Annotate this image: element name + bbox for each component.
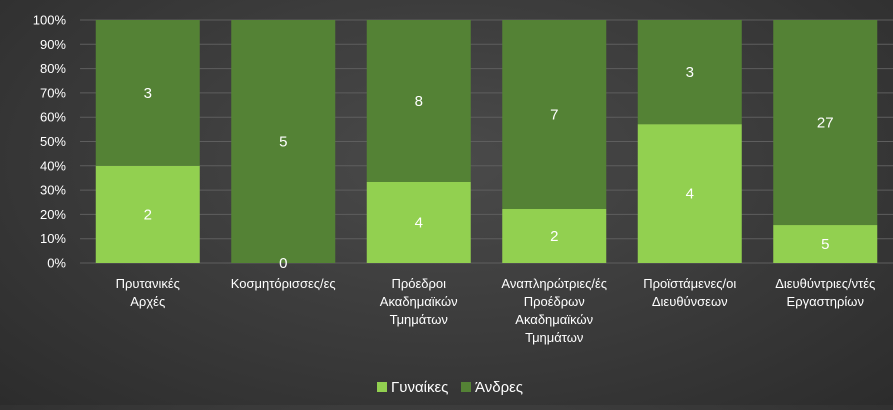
bar-segment: [773, 225, 878, 263]
category-label: Προϊστάμενες/οι Διευθύνσεων: [643, 276, 736, 309]
data-label: 0: [279, 255, 287, 272]
y-tick-label: 70%: [40, 85, 66, 100]
legend-label: Γυναίκες: [391, 379, 448, 396]
category-label-line: Τμημάτων: [525, 330, 583, 345]
y-tick-label: 80%: [40, 61, 66, 76]
data-label: 4: [686, 186, 694, 203]
category-label-line: Αρχές: [130, 294, 165, 309]
legend-swatch: [377, 382, 387, 392]
category-label: Πρυτανικές Αρχές: [116, 276, 180, 309]
category-label: Αναπληρώτριες/ές Προέδρων Ακαδημαϊκών Τμημά…: [501, 276, 607, 345]
category-label-line: Πρυτανικές: [116, 276, 180, 291]
bar-segment: [366, 182, 471, 263]
category-label-line: Ακαδημαϊκών: [515, 312, 593, 327]
gridlines: [80, 19, 893, 264]
bar-segment: [502, 209, 607, 263]
legend: Γυναίκες Άνδρες: [377, 379, 523, 396]
bar-segment: [231, 20, 336, 263]
category-label-line: Προϊστάμενες/οι: [643, 276, 736, 291]
category-label: Διευθύντριες/ντές Εργαστηρίων: [775, 276, 875, 309]
y-tick-label: 10%: [40, 231, 66, 246]
data-label: 5: [821, 236, 829, 253]
legend-label: Άνδρες: [475, 379, 523, 396]
bar-segment: [95, 165, 200, 263]
y-tick-label: 0%: [47, 256, 66, 271]
bars: [95, 20, 878, 264]
data-label: 4: [415, 215, 423, 232]
bar-segment: [502, 20, 607, 209]
y-tick-label: 60%: [40, 110, 66, 125]
data-label: 8: [415, 93, 423, 110]
y-tick-label: 90%: [40, 37, 66, 52]
data-label: 3: [686, 64, 694, 81]
y-tick-label: 100%: [33, 13, 67, 28]
category-label-line: Αναπληρώτριες/ές: [501, 276, 607, 291]
data-label: 7: [550, 107, 558, 124]
y-tick-label: 50%: [40, 134, 66, 149]
bar-segment: [637, 20, 742, 125]
category-label-line: Διευθύνσεων: [652, 294, 728, 309]
bar-segment: [773, 20, 878, 226]
y-tick-label: 20%: [40, 207, 66, 222]
category-label-line: Ακαδημαϊκών: [380, 294, 458, 309]
data-label: 2: [550, 228, 558, 245]
data-label: 27: [817, 115, 834, 132]
data-label: 2: [144, 206, 152, 223]
bar-segment: [95, 20, 200, 166]
category-label-line: Κοσμητόρισσες/ες: [231, 276, 336, 291]
category-label: Πρόεδροι Ακαδημαϊκών Τμημάτων: [380, 276, 458, 327]
bar-segment: [366, 20, 471, 182]
legend-swatch: [461, 382, 471, 392]
category-label: Κοσμητόρισσες/ες: [231, 276, 336, 291]
category-label-line: Εργαστηρίων: [787, 294, 864, 309]
data-label: 5: [279, 134, 287, 151]
category-label-line: Διευθύντριες/ντές: [775, 276, 875, 291]
y-tick-label: 40%: [40, 158, 66, 173]
axes: 0% 10% 20% 30% 40% 50% 60% 70% 80% 90% 100% Πρυτανι…: [33, 13, 876, 346]
category-label-line: Τμημάτων: [390, 312, 448, 327]
bar-segment: [637, 124, 742, 264]
data-label: 3: [144, 85, 152, 102]
y-tick-label: 30%: [40, 183, 66, 198]
category-label-line: Πρόεδροι: [391, 276, 446, 291]
category-label-line: Προέδρων: [524, 294, 585, 309]
